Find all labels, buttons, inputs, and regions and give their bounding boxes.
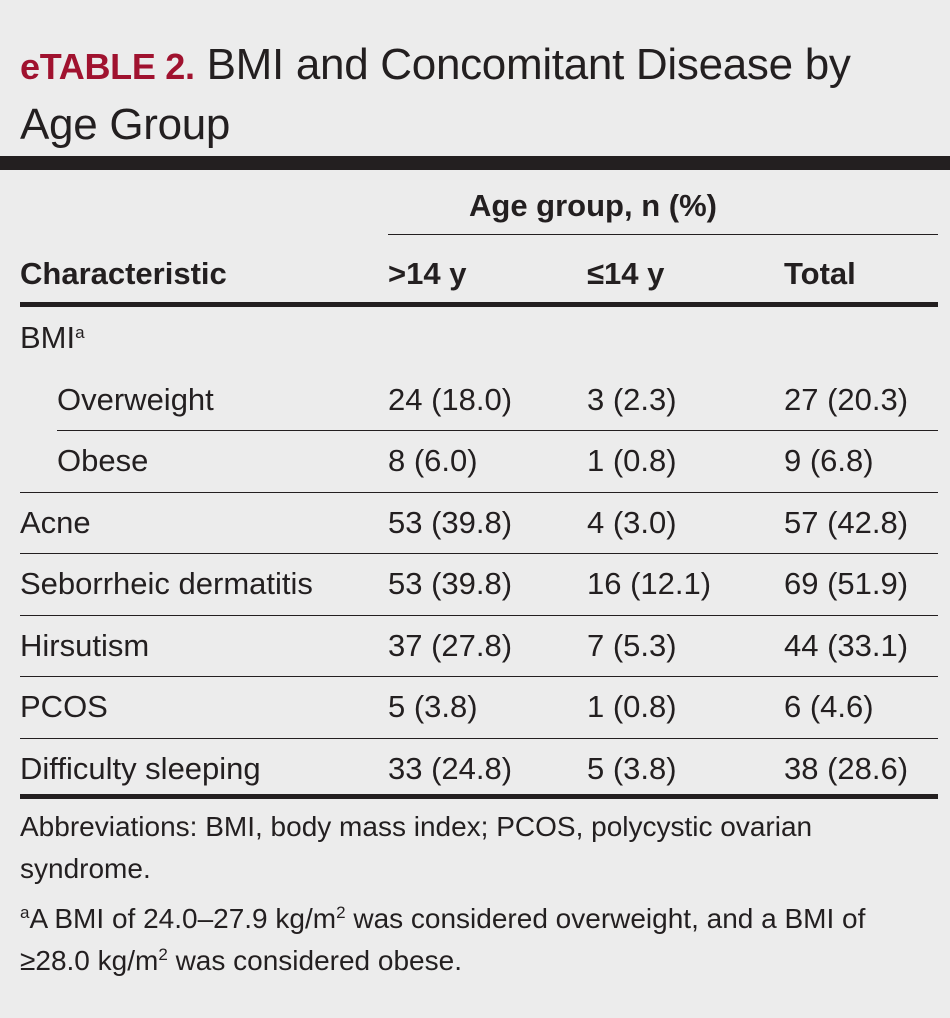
table-cell: 33 (24.8) xyxy=(388,750,513,786)
row-divider xyxy=(57,430,938,431)
table-cell: 38 (28.6) xyxy=(784,750,909,786)
table-cell: 4 (3.0) xyxy=(587,504,677,540)
table-cell: 44 (33.1) xyxy=(784,627,909,663)
table-row: Acne 53 (39.8) 4 (3.0) 57 (42.8) xyxy=(0,493,950,553)
row-divider xyxy=(20,737,938,739)
table-title-text: BMI and Concomitant Disease by Age Group xyxy=(20,40,851,149)
row-label: Difficulty sleeping xyxy=(20,750,261,786)
table-cell: 1 (0.8) xyxy=(587,443,677,478)
footnote-marker: a xyxy=(20,903,30,922)
table-cell: 5 (3.8) xyxy=(587,750,677,786)
row-label: BMIa xyxy=(20,320,85,355)
column-header-total: Total xyxy=(784,256,856,291)
table-row: PCOS 5 (3.8) 1 (0.8) 6 (4.6) xyxy=(0,677,950,737)
table-label: eTABLE 2. xyxy=(20,46,195,87)
column-header-row: Characteristic >14 y ≤14 y Total xyxy=(0,246,950,302)
table-cell: 7 (5.3) xyxy=(587,627,677,663)
abbreviations-footnote: Abbreviations: BMI, body mass index; PCO… xyxy=(20,811,813,884)
table-cell: 9 (6.8) xyxy=(784,443,874,478)
table-cell: 1 (0.8) xyxy=(587,689,677,724)
header-rule xyxy=(20,302,938,307)
table-cell: 53 (39.8) xyxy=(388,566,513,601)
table-cell: 37 (27.8) xyxy=(388,627,513,663)
table-cell: 5 (3.8) xyxy=(388,689,478,724)
bmi-footnote: aA BMI of 24.0–27.9 kg/m2 was considered… xyxy=(20,903,866,976)
table-row: Overweight 24 (18.0) 3 (2.3) 27 (20.3) xyxy=(0,370,950,430)
row-label: Obese xyxy=(57,443,149,478)
table-cell: 6 (4.6) xyxy=(784,689,874,724)
column-header-characteristic: Characteristic xyxy=(20,256,227,291)
column-header-14-or-under: ≤14 y xyxy=(587,256,665,291)
table-cell: 8 (6.0) xyxy=(388,443,478,478)
table-cell: 16 (12.1) xyxy=(587,566,712,601)
row-label: Overweight xyxy=(57,381,214,417)
table-cell: 3 (2.3) xyxy=(587,381,677,417)
bottom-rule xyxy=(20,794,938,799)
row-divider xyxy=(20,491,938,493)
table-row: BMIa xyxy=(0,308,950,368)
column-header-over-14: >14 y xyxy=(388,256,467,291)
age-group-rule xyxy=(388,234,938,235)
row-divider xyxy=(20,676,938,677)
table-row: Difficulty sleeping 33 (24.8) 5 (3.8) 38 (2… xyxy=(0,739,950,799)
table-cell: 69 (51.9) xyxy=(784,566,909,601)
table-row: Seborrheic dermatitis 53 (39.8) 16 (12.1) 6… xyxy=(0,554,950,614)
footnote-marker: a xyxy=(75,323,85,342)
table-cell: 53 (39.8) xyxy=(388,504,513,540)
row-divider xyxy=(20,614,938,616)
table-row: Hirsutism 37 (27.8) 7 (5.3) 44 (33.1) xyxy=(0,616,950,676)
age-group-header: Age group, n (%) xyxy=(469,188,717,223)
table-cell: 27 (20.3) xyxy=(784,381,909,417)
table-title: eTABLE 2. BMI and Concomitant Disease by… xyxy=(20,36,920,154)
table-row: Obese 8 (6.0) 1 (0.8) 9 (6.8) xyxy=(0,431,950,491)
top-rule xyxy=(0,156,950,170)
table-cell: 24 (18.0) xyxy=(388,381,513,417)
row-label: Seborrheic dermatitis xyxy=(20,566,313,601)
row-label: Acne xyxy=(20,504,91,540)
table-cell: 57 (42.8) xyxy=(784,504,909,540)
row-label: Hirsutism xyxy=(20,627,150,663)
row-label: PCOS xyxy=(20,689,108,724)
row-divider xyxy=(20,553,938,554)
